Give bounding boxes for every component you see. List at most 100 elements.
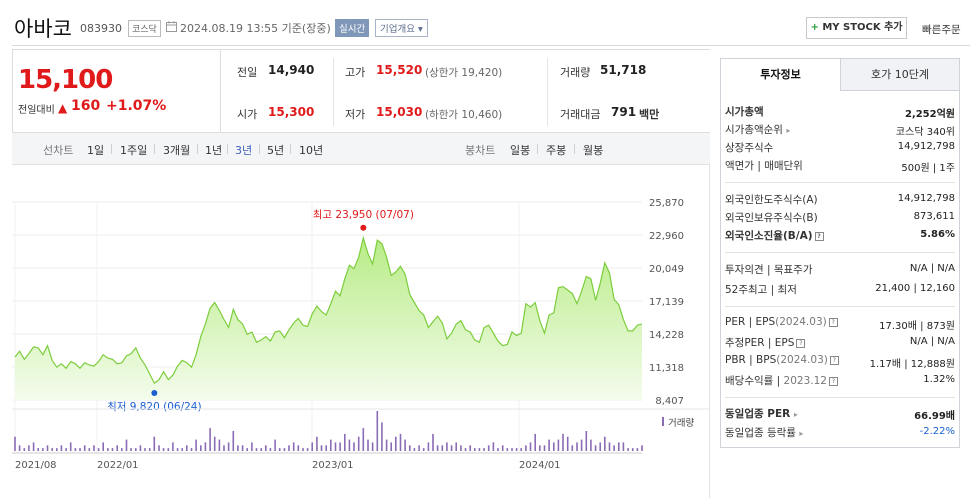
volume-bar xyxy=(209,428,211,451)
tab-investment-info[interactable]: 투자정보 xyxy=(721,59,840,91)
volume-bar xyxy=(153,436,156,451)
volume-bar xyxy=(474,448,476,451)
help-icon[interactable]: ? xyxy=(828,377,838,386)
volume-bar xyxy=(176,448,179,451)
market-cap-label: 시가총액 xyxy=(725,106,764,118)
industry-per-row[interactable]: 동일업종 PER ▸ 66.99배 xyxy=(725,405,955,423)
opinion-row: 투자의견 | 목표주가 N/A | N/A xyxy=(725,261,955,279)
volume-bar xyxy=(506,448,509,451)
volume-bar xyxy=(162,448,165,451)
volume-bar xyxy=(436,445,439,451)
volume-bar xyxy=(251,442,253,451)
volume-bar xyxy=(42,448,44,451)
y-tick-label: 20,049 xyxy=(649,264,684,275)
candle-daily[interactable]: 일봉 xyxy=(510,144,531,157)
opinion-value: N/A | N/A xyxy=(909,263,955,274)
x-tick-label: 2022/01 xyxy=(97,460,139,471)
volume-bar xyxy=(135,448,137,451)
volume-bar xyxy=(599,442,601,451)
industry-change-row[interactable]: 동일업종 등락률 ▸ -2.22% xyxy=(725,424,955,442)
period-1d[interactable]: 1일 xyxy=(87,144,105,157)
price-stats: 전일 14,940 시가 15,300 고가 15,520 (상한가 19,42… xyxy=(221,49,710,133)
price-chart[interactable]: 25,870 22,960 20,049 17,139 14,228 11,318 8,40… xyxy=(12,165,710,498)
company-overview-dropdown[interactable]: 기업개요 ▾ xyxy=(375,19,428,37)
industry-per-label: 동일업종 PER xyxy=(725,408,791,420)
period-3m[interactable]: 3개월 xyxy=(163,144,191,157)
change-amount: 160 xyxy=(71,98,101,114)
market-cap-value: 2,252억원 xyxy=(904,109,955,120)
volume-bar xyxy=(102,442,104,451)
foreign-held-value: 873,611 xyxy=(913,211,955,222)
volume-label: 거래량 xyxy=(560,66,591,79)
market-cap-rank-label: 시가총액순위 xyxy=(725,124,783,136)
mystock-label: MY STOCK 추가 xyxy=(822,22,903,33)
help-icon[interactable]: ? xyxy=(814,232,824,241)
plus-icon: + xyxy=(810,22,819,33)
foreign-ratio-label: 외국인소진율(B/A) xyxy=(725,230,813,242)
volume-value: 51,718 xyxy=(600,63,647,77)
volume-bar xyxy=(28,445,30,451)
volume-bar xyxy=(278,448,281,451)
help-icon[interactable]: ? xyxy=(796,339,806,348)
volume-bar xyxy=(60,445,63,451)
stock-code: 083930 xyxy=(80,22,122,35)
volume-bar xyxy=(469,445,471,451)
per-eps-value: 17.30배 | 873원 xyxy=(879,321,955,332)
volume-bar xyxy=(241,445,244,451)
quick-order-button[interactable]: 빠른주문 xyxy=(922,24,961,36)
volume-bar xyxy=(265,445,267,451)
volume-bar xyxy=(344,433,346,451)
dividend-value: 1.32% xyxy=(923,374,955,385)
industry-change-label: 동일업종 등락률 xyxy=(725,427,796,439)
market-cap-rank-row[interactable]: 시가총액순위 ▸ 코스닥 340위 xyxy=(725,121,955,139)
lower-limit: (하한가 10,460) xyxy=(425,109,503,121)
volume-bar xyxy=(274,439,276,451)
volume-bar xyxy=(74,448,77,451)
period-5y[interactable]: 5년 xyxy=(267,144,285,157)
volume-bar xyxy=(441,445,444,451)
low-label: 저가 xyxy=(345,108,366,121)
foreign-limit-value: 14,912,798 xyxy=(897,193,955,204)
help-icon[interactable]: ? xyxy=(828,318,838,327)
listed-shares-label: 상장주식수 xyxy=(725,142,774,154)
volume-bar xyxy=(539,445,541,451)
volume-bar xyxy=(413,448,416,451)
volume-bar xyxy=(88,448,91,451)
y-tick-label: 11,318 xyxy=(649,363,684,374)
tab-order-book[interactable]: 호가 10단계 xyxy=(840,59,959,91)
toolbar-separator xyxy=(111,144,112,154)
industry-per-value: 66.99배 xyxy=(914,411,955,422)
est-per-row: 추정PER | EPS? N/A | N/A xyxy=(725,334,955,352)
candle-monthly[interactable]: 월봉 xyxy=(583,144,604,157)
company-overview-label: 기업개요 xyxy=(380,24,415,35)
par-value-row: 액면가 | 매매단위 500원 | 1주 xyxy=(725,157,955,175)
realtime-badge[interactable]: 실시간 xyxy=(335,19,370,37)
chevron-right-icon: ▸ xyxy=(793,410,798,419)
volume-bar xyxy=(399,433,402,451)
volume-bar xyxy=(186,445,188,451)
period-1y[interactable]: 1년 xyxy=(205,144,223,157)
high-value: 15,520 xyxy=(376,63,423,77)
foreign-ratio-value: 5.86% xyxy=(920,229,955,240)
chevron-down-icon: ▾ xyxy=(418,24,423,35)
trade-value-unit: 백만 xyxy=(639,108,660,121)
period-1w[interactable]: 1주일 xyxy=(120,144,148,157)
volume-bar xyxy=(292,442,295,451)
change-label: 전일대비 xyxy=(18,105,55,116)
period-3y[interactable]: 3년 xyxy=(235,144,253,157)
panel-divider xyxy=(725,252,955,253)
period-10y[interactable]: 10년 xyxy=(299,144,324,157)
candle-weekly[interactable]: 주봉 xyxy=(546,144,567,157)
volume-bar xyxy=(371,442,374,451)
add-mystock-button[interactable]: + MY STOCK 추가 xyxy=(806,17,907,39)
stats-divider xyxy=(547,58,548,126)
volume-bar xyxy=(32,442,35,451)
trade-value-label: 거래대금 xyxy=(560,108,601,121)
help-icon[interactable]: ? xyxy=(829,356,839,365)
volume-bar xyxy=(590,439,592,451)
volume-bar xyxy=(18,445,21,451)
volume-bar xyxy=(232,431,235,451)
price-line xyxy=(14,235,643,384)
volume-bar xyxy=(501,445,504,451)
volume-bar xyxy=(404,439,406,451)
